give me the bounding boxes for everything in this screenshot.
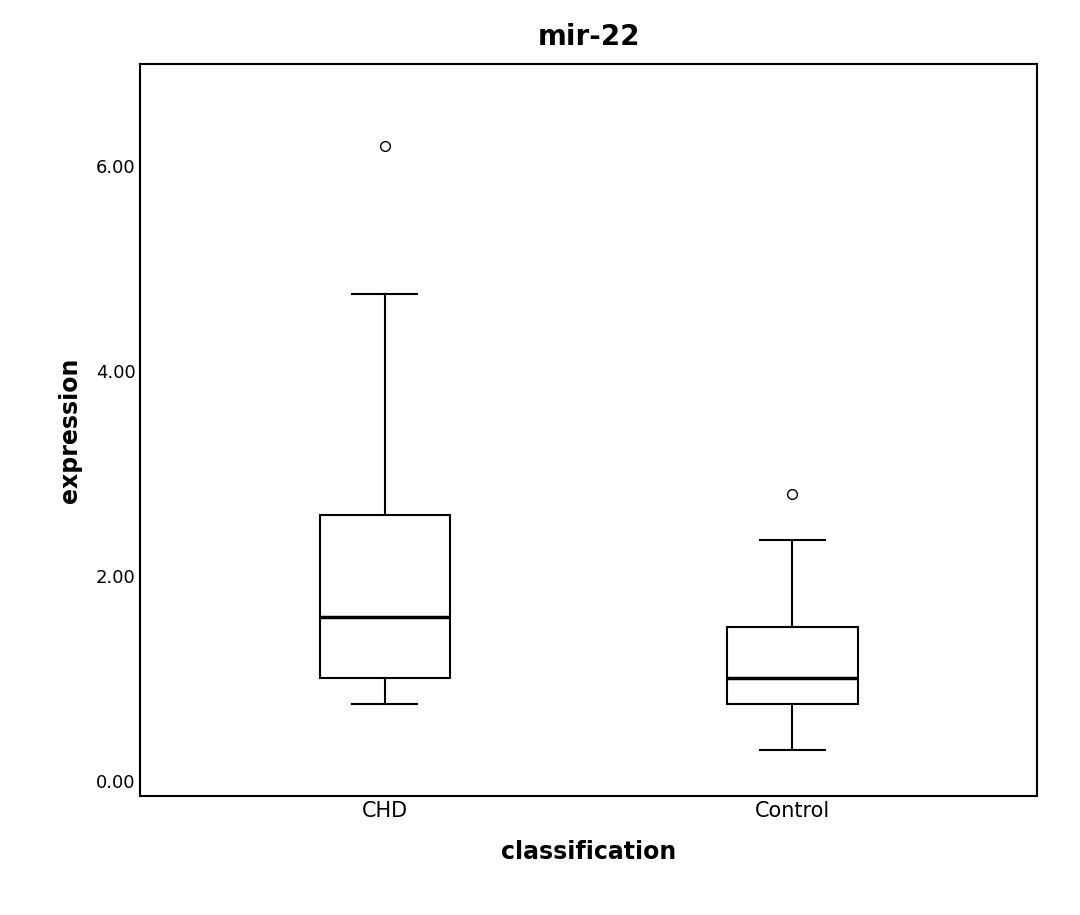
Y-axis label: expression: expression xyxy=(58,358,82,502)
Bar xyxy=(320,514,450,678)
X-axis label: classification: classification xyxy=(501,840,676,865)
Bar xyxy=(727,627,858,704)
Title: mir-22: mir-22 xyxy=(538,23,639,50)
